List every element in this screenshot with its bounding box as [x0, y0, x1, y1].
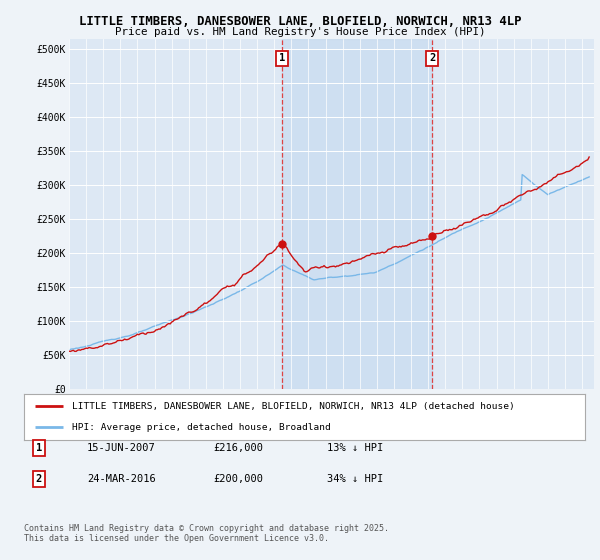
Text: 2: 2	[36, 474, 42, 484]
Text: 2: 2	[429, 53, 435, 63]
Text: HPI: Average price, detached house, Broadland: HPI: Average price, detached house, Broa…	[71, 423, 331, 432]
Text: £216,000: £216,000	[213, 443, 263, 453]
Text: 24-MAR-2016: 24-MAR-2016	[87, 474, 156, 484]
Text: 13% ↓ HPI: 13% ↓ HPI	[327, 443, 383, 453]
Text: 1: 1	[279, 53, 285, 63]
Text: 34% ↓ HPI: 34% ↓ HPI	[327, 474, 383, 484]
Text: 15-JUN-2007: 15-JUN-2007	[87, 443, 156, 453]
Text: 1: 1	[36, 443, 42, 453]
Text: Price paid vs. HM Land Registry's House Price Index (HPI): Price paid vs. HM Land Registry's House …	[115, 27, 485, 37]
Text: LITTLE TIMBERS, DANESBOWER LANE, BLOFIELD, NORWICH, NR13 4LP: LITTLE TIMBERS, DANESBOWER LANE, BLOFIEL…	[79, 15, 521, 28]
Bar	[282, 39, 432, 389]
Text: Contains HM Land Registry data © Crown copyright and database right 2025.
This d: Contains HM Land Registry data © Crown c…	[24, 524, 389, 543]
Text: £200,000: £200,000	[213, 474, 263, 484]
Text: LITTLE TIMBERS, DANESBOWER LANE, BLOFIELD, NORWICH, NR13 4LP (detached house): LITTLE TIMBERS, DANESBOWER LANE, BLOFIEL…	[71, 402, 514, 410]
